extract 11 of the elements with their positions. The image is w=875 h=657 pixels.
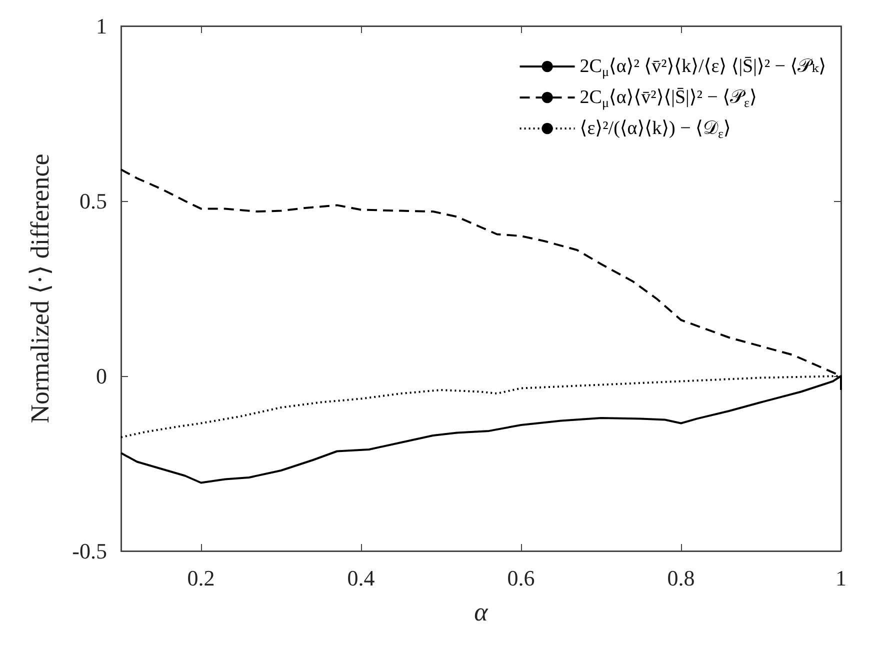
x-tick-label: 0.2	[187, 566, 215, 590]
x-tick-label: 0.8	[667, 566, 695, 590]
x-axis-title: α	[474, 598, 490, 626]
y-axis-title: Normalized ⟨·⟩ difference	[26, 154, 54, 424]
x-tick-label: 0.4	[347, 566, 375, 590]
y-tick-label: 1	[96, 14, 107, 38]
x-tick-label: 1	[836, 566, 846, 590]
y-tick-label: -0.5	[72, 538, 107, 564]
y-tick-label: 0	[96, 364, 107, 388]
y-tick-label: 0.5	[80, 188, 107, 214]
x-tick-label: 0.6	[507, 566, 535, 590]
